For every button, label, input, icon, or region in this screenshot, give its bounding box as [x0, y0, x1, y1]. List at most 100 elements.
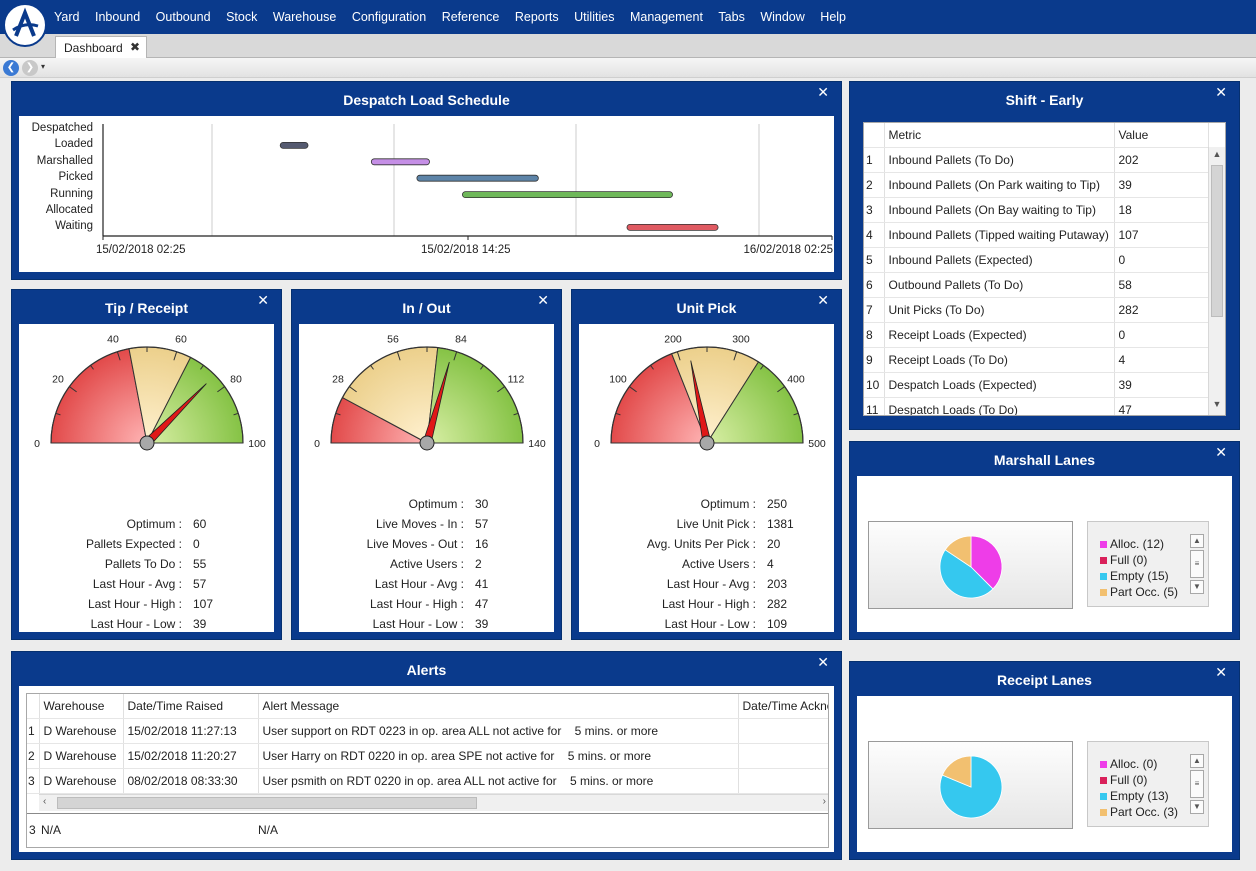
scroll-up-icon[interactable]: ▲ — [1190, 754, 1204, 768]
table-row[interactable]: 1 Inbound Pallets (To Do) 202 — [864, 147, 1209, 173]
menu-item-window[interactable]: Window — [760, 10, 805, 24]
alert-message-cell: User support on RDT 0223 in op. area ALL… — [258, 718, 739, 744]
warehouse-header[interactable]: Warehouse — [39, 694, 124, 719]
gauge-hub — [699, 435, 715, 451]
menu-item-help[interactable]: Help — [820, 10, 847, 24]
table-row[interactable]: 6 Outbound Pallets (To Do) 58 — [864, 272, 1209, 298]
value-header[interactable]: Value — [1114, 123, 1209, 148]
menu-item-utilities[interactable]: Utilities — [574, 10, 615, 24]
table-row[interactable]: 8 Receipt Loads (Expected) 0 — [864, 322, 1209, 348]
table-row[interactable]: 3 Inbound Pallets (On Bay waiting to Tip… — [864, 197, 1209, 223]
scroll-up-icon[interactable]: ▲ — [1212, 149, 1222, 159]
navigation-bar: ❮ ❯ ▾ — [0, 58, 1256, 78]
time-tick-label: 15/02/2018 14:25 — [421, 244, 511, 256]
table-row[interactable]: 5 Inbound Pallets (Expected) 0 — [864, 247, 1209, 273]
gantt-bar-waiting[interactable] — [626, 224, 719, 231]
gauge-tick — [173, 351, 178, 361]
alert-message-header[interactable]: Alert Message — [258, 694, 739, 719]
stat-label: Last Hour - Avg : — [374, 577, 464, 591]
table-row[interactable]: 11 Despatch Loads (To Do) 47 — [864, 397, 1209, 415]
lane-label-loaded: Loaded — [54, 138, 93, 151]
scroll-up-icon[interactable]: ▲ — [1190, 534, 1204, 548]
alerts-grid: Warehouse Date/Time Raised Alert Message… — [26, 693, 829, 848]
menu-item-inbound[interactable]: Inbound — [94, 10, 141, 24]
scroll-thumb[interactable] — [1211, 165, 1223, 317]
close-icon[interactable]: ✕ — [537, 292, 549, 308]
menu-item-reports[interactable]: Reports — [514, 10, 559, 24]
table-row[interactable]: 3 D Warehouse 08/02/2018 08:33:30 User p… — [27, 768, 828, 794]
warehouse-cell: D Warehouse — [39, 718, 124, 744]
panel-title: Alerts — [406, 662, 447, 678]
gantt-bar-loaded[interactable] — [279, 141, 309, 149]
stat-row: Last Hour - Avg : 203 — [579, 574, 834, 594]
menu-item-reference[interactable]: Reference — [441, 10, 500, 24]
scroll-down-icon[interactable]: ▼ — [1190, 800, 1204, 814]
gauge-scale-label: 28 — [332, 373, 344, 385]
close-icon[interactable]: ✕ — [1215, 84, 1227, 100]
vertical-scrollbar[interactable]: ▲ ▼ — [1208, 147, 1225, 415]
menu-item-warehouse[interactable]: Warehouse — [272, 10, 337, 24]
stat-label: Last Hour - High : — [369, 597, 464, 611]
gantt-bar-marshalled[interactable] — [370, 158, 430, 166]
close-icon[interactable]: ✕ — [817, 84, 829, 100]
history-dropdown-icon[interactable]: ▾ — [41, 62, 46, 71]
scroll-thumb[interactable] — [57, 797, 477, 809]
menu-item-tabs[interactable]: Tabs — [718, 10, 745, 24]
close-icon[interactable]: ✕ — [1215, 444, 1227, 460]
table-row[interactable]: 1 D Warehouse 15/02/2018 11:27:13 User s… — [27, 718, 828, 744]
menu-item-stock[interactable]: Stock — [226, 10, 258, 24]
menu-item-yard[interactable]: Yard — [54, 10, 80, 24]
stat-row: Last Hour - Avg : 41 — [299, 574, 554, 594]
date-raised-header[interactable]: Date/Time Raised — [123, 694, 259, 719]
horizontal-scrollbar[interactable]: ‹ › — [39, 794, 828, 811]
gauge-tick — [733, 351, 738, 361]
stat-row: Pallets Expected : 0 — [19, 534, 274, 554]
stat-label: Live Moves - In : — [375, 517, 464, 531]
pie-slice-part-occ-3[interactable] — [941, 755, 972, 788]
gantt-bar-running[interactable] — [462, 191, 673, 198]
table-row[interactable]: 9 Receipt Loads (To Do) 4 — [864, 347, 1209, 373]
date-acknowledged-header[interactable]: Date/Time Ackno — [738, 694, 828, 719]
tab-close-icon[interactable]: ✖ — [129, 40, 140, 54]
scroll-down-icon[interactable]: ▼ — [1212, 399, 1222, 409]
menu-item-configuration[interactable]: Configuration — [351, 10, 427, 24]
close-icon[interactable]: ✕ — [817, 654, 829, 670]
back-icon[interactable]: ❮ — [3, 60, 19, 76]
legend-item: Alloc. (12) — [1100, 537, 1164, 551]
stat-row: Active Users : 4 — [579, 554, 834, 574]
receipt-lanes-panel: Receipt Lanes ✕ Alloc. (0) Full (0) Empty … — [849, 661, 1240, 860]
table-row[interactable]: 10 Despatch Loads (Expected) 39 — [864, 372, 1209, 398]
value-cell: 202 — [1114, 147, 1209, 173]
menu-item-outbound[interactable]: Outbound — [155, 10, 211, 24]
menu-bar: Yard Inbound Outbound Stock Warehouse Configu… — [0, 0, 1256, 34]
forward-icon[interactable]: ❯ — [22, 60, 38, 76]
pie-slice-empty-15[interactable] — [939, 549, 994, 599]
close-icon[interactable]: ✕ — [1215, 664, 1227, 680]
close-icon[interactable]: ✕ — [817, 292, 829, 308]
scroll-right-icon[interactable]: › — [822, 796, 826, 807]
app-logo[interactable] — [3, 3, 47, 47]
gauge-scale-label: 100 — [248, 438, 266, 450]
close-icon[interactable]: ✕ — [257, 292, 269, 308]
scroll-left-icon[interactable]: ‹ — [43, 796, 47, 807]
table-row[interactable]: 7 Unit Picks (To Do) 282 — [864, 297, 1209, 323]
table-row[interactable]: 2 D Warehouse 15/02/2018 11:20:27 User H… — [27, 743, 828, 769]
alerts-panel: Alerts ✕ Warehouse Date/Time Raised Aler… — [11, 651, 842, 860]
pie-slice-part-occ-5[interactable] — [944, 535, 972, 568]
value-cell: 39 — [1114, 372, 1209, 398]
pie-slice-alloc-12[interactable] — [970, 535, 1003, 590]
stat-label: Last Hour - Low : — [90, 617, 182, 631]
table-row[interactable]: 2 Inbound Pallets (On Park waiting to Ti… — [864, 172, 1209, 198]
scroll-thumb[interactable]: ≡ — [1190, 550, 1204, 578]
summary-message: N/A — [258, 823, 279, 837]
tab-dashboard[interactable]: Dashboard ✖ — [55, 36, 147, 58]
table-row[interactable]: 4 Inbound Pallets (Tipped waiting Putawa… — [864, 222, 1209, 248]
gauge-scale-label: 80 — [230, 373, 242, 385]
legend-swatch — [1100, 793, 1107, 800]
gantt-bar-picked[interactable] — [416, 174, 539, 182]
stat-value: 55 — [193, 557, 207, 571]
scroll-thumb[interactable]: ≡ — [1190, 770, 1204, 798]
scroll-down-icon[interactable]: ▼ — [1190, 580, 1204, 594]
menu-item-management[interactable]: Management — [629, 10, 703, 24]
metric-header[interactable]: Metric — [884, 123, 1115, 148]
